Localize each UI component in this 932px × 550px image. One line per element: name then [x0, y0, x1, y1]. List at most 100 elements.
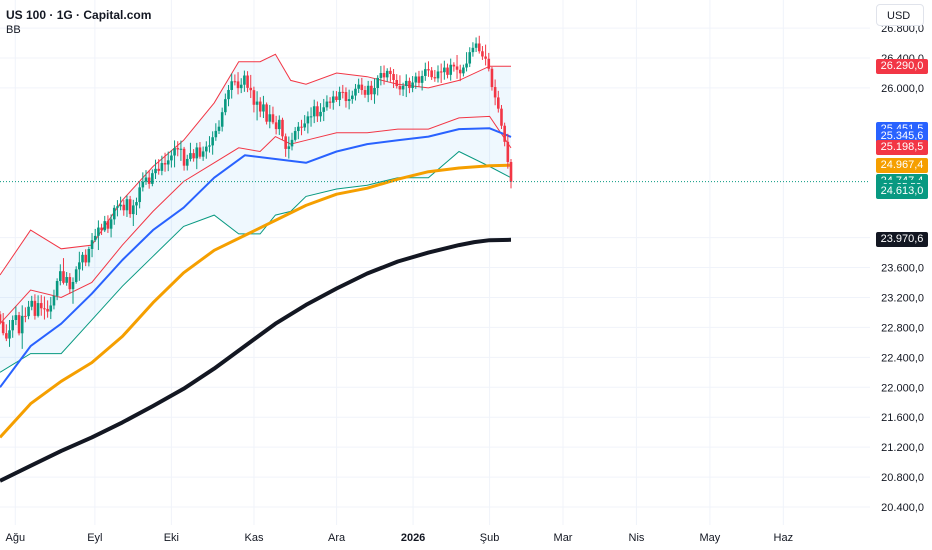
ma-line-2	[0, 163, 512, 439]
y-tick-label: 23.200,0	[881, 292, 924, 304]
indicator-label[interactable]: BB	[6, 24, 21, 36]
candle-body	[322, 107, 326, 112]
candle-body	[484, 56, 487, 59]
candle-body	[141, 181, 145, 188]
candle-body	[290, 139, 294, 147]
candle-body	[125, 199, 129, 211]
candle-body	[5, 333, 8, 339]
candle-body	[154, 168, 157, 174]
candle-body	[417, 76, 421, 83]
ma-line-1	[0, 237, 512, 483]
candle-body	[195, 147, 199, 159]
candle-body	[395, 80, 399, 87]
candle-body	[33, 300, 37, 316]
candle-body	[74, 269, 78, 282]
candle-body	[36, 303, 40, 316]
candle-body	[373, 88, 376, 95]
x-tick-label: Ara	[328, 532, 346, 544]
candle-body	[116, 206, 119, 208]
candle-body	[147, 177, 151, 184]
candlesticks[interactable]	[0, 35, 513, 349]
candle-body	[71, 281, 75, 290]
price-tag: 23.970,6	[876, 232, 928, 248]
candle-body	[30, 300, 34, 307]
candle-body	[293, 131, 297, 140]
bollinger-bands	[0, 53, 512, 373]
candle-body	[341, 91, 345, 93]
candle-body	[68, 277, 72, 290]
x-tick-label: May	[700, 532, 721, 544]
candle-body	[62, 271, 65, 283]
candle-body	[300, 126, 303, 128]
candle-body	[446, 67, 449, 75]
candle-body	[411, 82, 414, 89]
candle-body	[132, 205, 135, 215]
candle-body	[420, 75, 424, 83]
x-tick-label: Eyl	[87, 532, 102, 544]
candle-body	[252, 90, 256, 105]
candle-body	[138, 187, 141, 203]
time-axis[interactable]: Ağu Eyl Eki Kas Ara 2026 Şub Mar Nis May Haz	[6, 532, 794, 544]
candle-body	[87, 248, 91, 263]
candle-body	[249, 87, 253, 91]
candle-body	[490, 68, 494, 88]
candle-body	[103, 221, 107, 231]
candle-body	[303, 123, 306, 128]
candle-body	[262, 104, 265, 112]
candle-body	[1, 321, 5, 334]
y-tick-label: 20.800,0	[881, 472, 924, 484]
candle-body	[274, 122, 278, 130]
y-tick-label: 26.800,0	[881, 23, 924, 35]
candle-body	[179, 148, 183, 150]
candle-body	[217, 126, 221, 131]
candle-body	[14, 315, 18, 320]
candle-body	[258, 101, 262, 112]
y-tick-label: 22.800,0	[881, 322, 924, 334]
candle-body	[20, 315, 24, 334]
symbol-title[interactable]: US 100 · 1G · Capital.com	[6, 8, 152, 22]
candle-body	[135, 202, 138, 206]
candle-body	[424, 69, 427, 76]
candle-body	[360, 84, 364, 91]
candle-body	[471, 47, 475, 53]
ma-line-3	[0, 127, 512, 388]
candle-body	[49, 305, 53, 312]
price-axis[interactable]: 20.400,0 20.800,0 21.200,0 21.600,0 22.000,0…	[881, 23, 924, 514]
candle-body	[78, 262, 81, 270]
candle-body	[335, 96, 338, 100]
candle-body	[287, 146, 291, 149]
candle-body	[52, 295, 56, 306]
candle-body	[506, 141, 510, 163]
candle-body	[481, 51, 484, 57]
candle-body	[43, 308, 46, 310]
x-tick-label: Şub	[480, 532, 500, 544]
candle-body	[55, 281, 59, 296]
candle-body	[465, 63, 468, 68]
bb-fill	[0, 54, 511, 373]
candle-body	[27, 306, 30, 317]
candle-body	[462, 67, 465, 74]
candle-body	[17, 315, 21, 334]
candle-body	[331, 96, 335, 103]
candle-body	[325, 101, 329, 108]
candle-body	[176, 148, 180, 150]
price-tag: 26.290,0	[876, 58, 928, 74]
candle-body	[474, 43, 478, 48]
candle-body	[0, 314, 2, 322]
currency-selector[interactable]: USD	[876, 4, 924, 26]
candle-body	[351, 95, 354, 100]
candle-body	[189, 153, 192, 159]
y-tick-label: 22.000,0	[881, 382, 924, 394]
candle-body	[39, 303, 43, 309]
price-tag: 25.198,5	[876, 140, 928, 156]
y-tick-label: 21.600,0	[881, 412, 924, 424]
candle-body	[509, 162, 513, 182]
candle-body	[128, 199, 132, 215]
candle-body	[370, 85, 373, 95]
candle-body	[316, 106, 319, 117]
candle-body	[11, 319, 14, 331]
candle-body	[93, 235, 97, 241]
candle-body	[433, 77, 437, 79]
candle-body	[401, 85, 405, 90]
